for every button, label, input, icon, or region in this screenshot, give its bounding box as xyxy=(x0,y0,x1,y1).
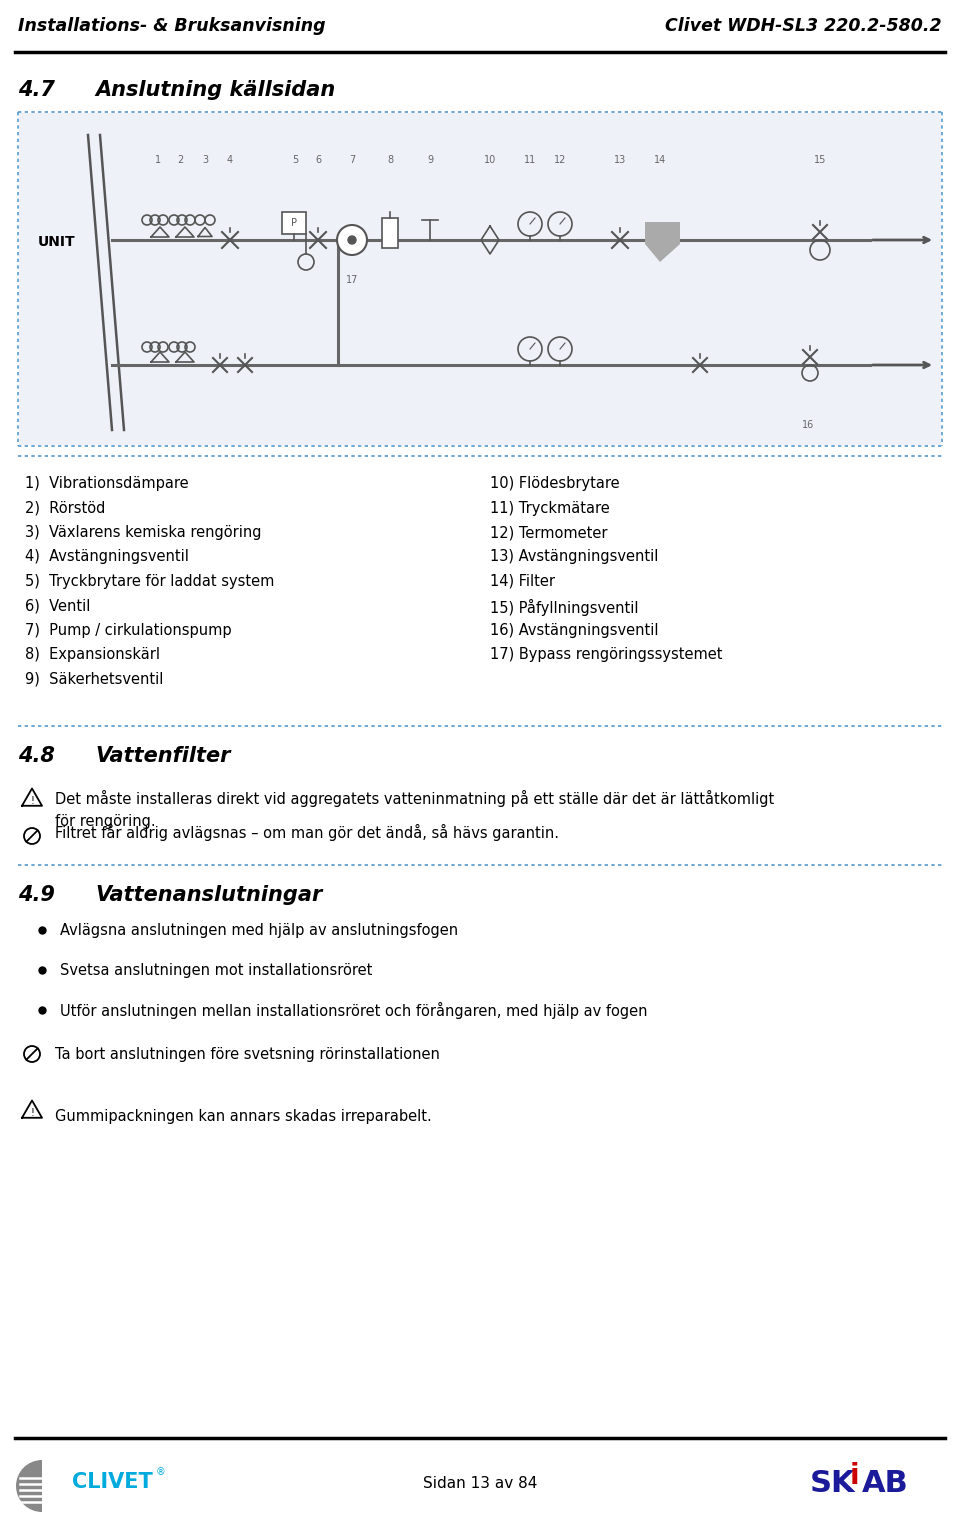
Text: P: P xyxy=(291,219,297,228)
Text: 10) Flödesbrytare: 10) Flödesbrytare xyxy=(490,475,619,491)
Text: 7: 7 xyxy=(348,155,355,166)
Text: Det måste installeras direkt vid aggregatets vatteninmatning på ett ställe där d: Det måste installeras direkt vid aggrega… xyxy=(55,790,775,829)
Text: 15: 15 xyxy=(814,155,827,166)
Text: UNIT: UNIT xyxy=(38,235,76,249)
Text: 6)  Ventil: 6) Ventil xyxy=(25,598,90,614)
Text: Avlägsna anslutningen med hjälp av anslutningsfogen: Avlägsna anslutningen med hjälp av anslu… xyxy=(60,922,458,937)
Text: 6: 6 xyxy=(315,155,321,166)
Text: 12: 12 xyxy=(554,155,566,166)
Text: 4.9: 4.9 xyxy=(18,886,55,905)
Text: 4.7: 4.7 xyxy=(18,81,55,100)
Text: 13) Avstängningsventil: 13) Avstängningsventil xyxy=(490,550,659,565)
Bar xyxy=(282,213,306,234)
Polygon shape xyxy=(645,222,680,261)
Text: Svetsa anslutningen mot installationsröret: Svetsa anslutningen mot installationsrör… xyxy=(60,963,372,978)
Text: 11: 11 xyxy=(524,155,536,166)
Text: 2)  Rörstöd: 2) Rörstöd xyxy=(25,500,106,515)
Text: 16: 16 xyxy=(802,419,814,430)
Text: 5: 5 xyxy=(292,155,299,166)
Text: 15) Påfyllningsventil: 15) Påfyllningsventil xyxy=(490,598,638,615)
Text: 2: 2 xyxy=(177,155,183,166)
Text: 10: 10 xyxy=(484,155,496,166)
Text: i: i xyxy=(850,1461,859,1490)
Text: 9)  Säkerhetsventil: 9) Säkerhetsventil xyxy=(25,671,163,687)
Text: 8: 8 xyxy=(387,155,393,166)
Text: CLIVET: CLIVET xyxy=(72,1472,153,1492)
Text: 17: 17 xyxy=(346,275,358,286)
Text: 3)  Växlarens kemiska rengöring: 3) Växlarens kemiska rengöring xyxy=(25,526,261,539)
Text: 17) Bypass rengöringssystemet: 17) Bypass rengöringssystemet xyxy=(490,647,723,662)
Text: Sidan 13 av 84: Sidan 13 av 84 xyxy=(422,1476,538,1492)
Text: AB: AB xyxy=(862,1469,909,1499)
Text: 3: 3 xyxy=(202,155,208,166)
Text: Filtret får aldrig avlägsnas – om man gör det ändå, så hävs garantin.: Filtret får aldrig avlägsnas – om man gö… xyxy=(55,823,559,840)
Text: 4)  Avstängningsventil: 4) Avstängningsventil xyxy=(25,550,189,565)
Text: 14) Filter: 14) Filter xyxy=(490,574,555,589)
Text: 14: 14 xyxy=(654,155,666,166)
Circle shape xyxy=(337,225,367,255)
Bar xyxy=(19,112,941,445)
Text: 5)  Tryckbrytare för laddat system: 5) Tryckbrytare för laddat system xyxy=(25,574,275,589)
Text: 4: 4 xyxy=(227,155,233,166)
Text: 7)  Pump / cirkulationspump: 7) Pump / cirkulationspump xyxy=(25,623,231,638)
Text: 4.8: 4.8 xyxy=(18,746,55,766)
Text: 16) Avstängningsventil: 16) Avstängningsventil xyxy=(490,623,659,638)
Text: 11) Tryckmätare: 11) Tryckmätare xyxy=(490,500,610,515)
Bar xyxy=(382,219,398,248)
Text: Ta bort anslutningen före svetsning rörinstallationen: Ta bort anslutningen före svetsning röri… xyxy=(55,1047,440,1062)
Text: 8)  Expansionskärl: 8) Expansionskärl xyxy=(25,647,160,662)
Text: 12) Termometer: 12) Termometer xyxy=(490,526,608,539)
Text: SK: SK xyxy=(810,1469,855,1499)
Text: Anslutning källsidan: Anslutning källsidan xyxy=(95,81,335,100)
Text: 1)  Vibrationsdämpare: 1) Vibrationsdämpare xyxy=(25,475,188,491)
Text: 13: 13 xyxy=(613,155,626,166)
Text: Installations- & Bruksanvisning: Installations- & Bruksanvisning xyxy=(18,17,325,35)
Text: Vattenfilter: Vattenfilter xyxy=(95,746,230,766)
Wedge shape xyxy=(16,1460,42,1511)
Text: !: ! xyxy=(30,1107,34,1118)
Text: Utför anslutningen mellan installationsröret och förångaren, med hjälp av fogen: Utför anslutningen mellan installationsr… xyxy=(60,1001,647,1019)
Text: 9: 9 xyxy=(427,155,433,166)
Text: 1: 1 xyxy=(155,155,161,166)
Text: Vattenanslutningar: Vattenanslutningar xyxy=(95,886,323,905)
Text: Clivet WDH-SL3 220.2-580.2: Clivet WDH-SL3 220.2-580.2 xyxy=(665,17,942,35)
Text: Gummipackningen kan annars skadas irreparabelt.: Gummipackningen kan annars skadas irrepa… xyxy=(55,1109,432,1124)
Text: ®: ® xyxy=(156,1467,166,1476)
Circle shape xyxy=(348,235,356,245)
Text: !: ! xyxy=(30,796,34,805)
